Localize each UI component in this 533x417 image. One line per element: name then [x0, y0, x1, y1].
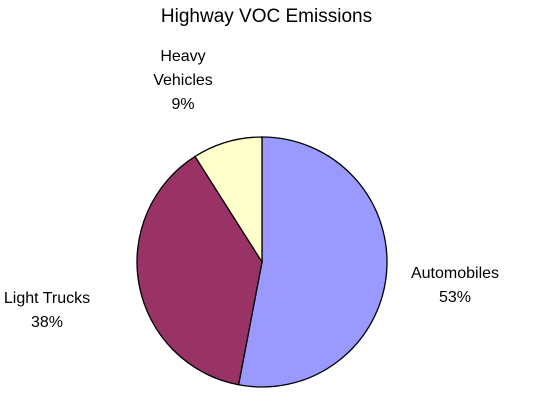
slice-category: Heavy Vehicles — [153, 48, 213, 89]
pie-slice — [237, 136, 388, 388]
slice-value: 53% — [438, 289, 472, 306]
pie-slice — [194, 136, 263, 265]
chart-title: Highway VOC Emissions — [160, 6, 373, 27]
slice-label: Automobiles 53% — [411, 262, 499, 310]
slice-label: Heavy Vehicles 9% — [143, 45, 223, 117]
slice-label: Light Trucks 38% — [4, 287, 90, 335]
slice-category: Light Trucks — [3, 290, 91, 307]
slice-category: Automobiles — [410, 265, 500, 282]
slice-value: 9% — [171, 96, 195, 113]
slice-value: 38% — [30, 314, 64, 331]
